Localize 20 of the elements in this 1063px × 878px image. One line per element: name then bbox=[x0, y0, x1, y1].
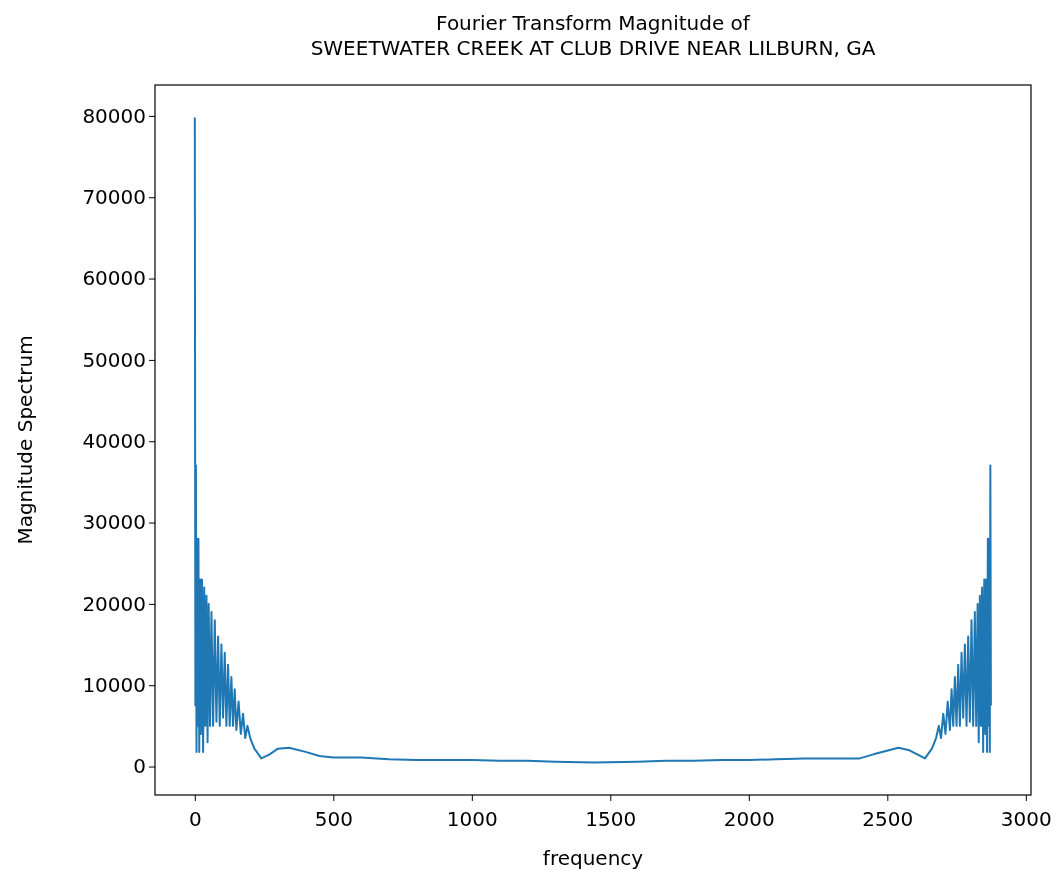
y-tick-label: 20000 bbox=[82, 591, 146, 616]
line-series bbox=[193, 116, 992, 764]
chart-title: Fourier Transform Magnitude of SWEETWATER CREEK AT CLUB DRIVE NEAR LILBURN, GA bbox=[310, 11, 876, 60]
y-tick-label: 60000 bbox=[82, 266, 146, 291]
x-tick-label: 500 bbox=[314, 807, 353, 831]
y-tick-label: 40000 bbox=[82, 429, 146, 454]
x-tick-label: 1000 bbox=[446, 807, 498, 831]
y-tick-label: 30000 bbox=[82, 510, 146, 535]
y-axis-title: Magnitude Spectrum bbox=[13, 335, 37, 545]
y-tick-label: 0 bbox=[133, 754, 146, 779]
x-tick-label: 2500 bbox=[862, 807, 914, 831]
x-tick-label: 1500 bbox=[585, 807, 637, 831]
y-tick-label: 70000 bbox=[82, 185, 146, 210]
y-tick-label: 50000 bbox=[82, 347, 146, 372]
x-tick-label: 2000 bbox=[723, 807, 775, 831]
y-tick-label: 80000 bbox=[82, 103, 146, 128]
x-tick-label: 0 bbox=[188, 807, 202, 831]
y-tick-label: 10000 bbox=[82, 673, 146, 698]
x-tick-label: 3000 bbox=[1000, 807, 1052, 831]
x-axis-title: frequency bbox=[542, 846, 644, 870]
